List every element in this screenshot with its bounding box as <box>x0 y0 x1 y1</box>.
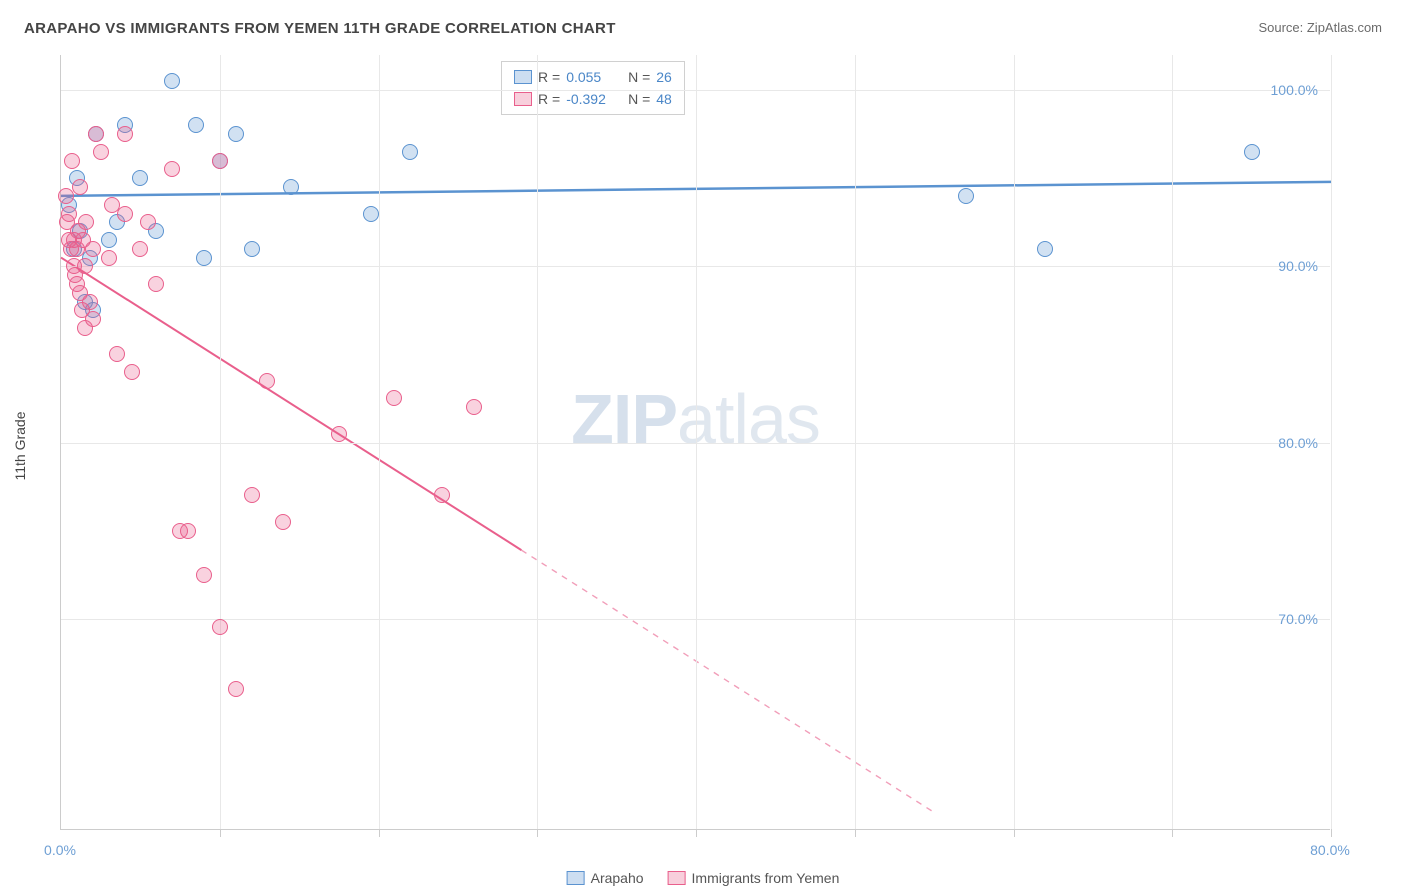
scatter-point <box>228 681 244 697</box>
chart-title: ARAPAHO VS IMMIGRANTS FROM YEMEN 11TH GR… <box>24 20 616 37</box>
scatter-point <box>164 73 180 89</box>
legend-bottom-item: Immigrants from Yemen <box>668 870 840 886</box>
x-tick <box>1331 829 1332 837</box>
legend-bottom: Arapaho Immigrants from Yemen <box>567 870 840 886</box>
scatter-point <box>101 250 117 266</box>
legend-swatch <box>567 871 585 885</box>
gridline-v <box>379 55 380 829</box>
scatter-point <box>88 126 104 142</box>
x-tick <box>220 829 221 837</box>
y-tick-label: 70.0% <box>1278 611 1318 627</box>
gridline-v <box>220 55 221 829</box>
legend-top: R = 0.055 N = 26 R = -0.392 N = 48 <box>501 61 685 115</box>
scatter-point <box>64 153 80 169</box>
scatter-point <box>244 487 260 503</box>
x-tick <box>379 829 380 837</box>
scatter-point <box>85 241 101 257</box>
x-tick <box>696 829 697 837</box>
scatter-point <box>188 117 204 133</box>
scatter-point <box>164 161 180 177</box>
scatter-point <box>1037 241 1053 257</box>
scatter-point <box>132 170 148 186</box>
scatter-point <box>434 487 450 503</box>
scatter-point <box>259 373 275 389</box>
legend-swatch <box>514 70 532 84</box>
scatter-point <box>402 144 418 160</box>
watermark-zip: ZIP <box>571 380 677 458</box>
scatter-point <box>363 206 379 222</box>
scatter-point <box>466 399 482 415</box>
scatter-point <box>196 250 212 266</box>
legend-n-value: 26 <box>656 69 672 85</box>
scatter-point <box>109 346 125 362</box>
scatter-point <box>331 426 347 442</box>
y-tick-label: 100.0% <box>1271 82 1318 98</box>
scatter-point <box>196 567 212 583</box>
legend-bottom-label: Arapaho <box>591 870 644 886</box>
header: ARAPAHO VS IMMIGRANTS FROM YEMEN 11TH GR… <box>24 20 1382 37</box>
x-tick-label: 80.0% <box>1310 842 1350 858</box>
scatter-point <box>85 311 101 327</box>
scatter-point <box>958 188 974 204</box>
scatter-point <box>283 179 299 195</box>
chart-container: ARAPAHO VS IMMIGRANTS FROM YEMEN 11TH GR… <box>0 0 1406 892</box>
scatter-point <box>58 188 74 204</box>
scatter-point <box>140 214 156 230</box>
scatter-point <box>124 364 140 380</box>
source-label: Source: ZipAtlas.com <box>1258 20 1382 35</box>
scatter-point <box>78 214 94 230</box>
scatter-point <box>212 619 228 635</box>
trend-line-dashed <box>521 550 934 812</box>
scatter-point <box>275 514 291 530</box>
legend-n-label: N = <box>624 69 650 85</box>
legend-n-label: N = <box>624 91 650 107</box>
gridline-v <box>696 55 697 829</box>
trend-line-solid <box>61 258 521 551</box>
legend-r-label: R = <box>538 69 560 85</box>
scatter-point <box>244 241 260 257</box>
scatter-point <box>61 206 77 222</box>
y-tick-label: 80.0% <box>1278 435 1318 451</box>
gridline-v <box>1172 55 1173 829</box>
y-tick-label: 90.0% <box>1278 258 1318 274</box>
x-tick <box>1172 829 1173 837</box>
gridline-v <box>1331 55 1332 829</box>
scatter-point <box>101 232 117 248</box>
scatter-point <box>117 206 133 222</box>
legend-bottom-item: Arapaho <box>567 870 644 886</box>
scatter-point <box>132 241 148 257</box>
scatter-point <box>386 390 402 406</box>
gridline-v <box>1014 55 1015 829</box>
legend-n-value: 48 <box>656 91 672 107</box>
gridline-v <box>537 55 538 829</box>
legend-swatch <box>514 92 532 106</box>
watermark-atlas: atlas <box>677 380 820 458</box>
scatter-point <box>228 126 244 142</box>
scatter-point <box>77 258 93 274</box>
legend-swatch <box>668 871 686 885</box>
scatter-point <box>1244 144 1260 160</box>
legend-r-label: R = <box>538 91 560 107</box>
legend-bottom-label: Immigrants from Yemen <box>692 870 840 886</box>
legend-r-value: 0.055 <box>566 69 618 85</box>
legend-r-value: -0.392 <box>566 91 618 107</box>
scatter-point <box>180 523 196 539</box>
x-tick-label: 0.0% <box>44 842 76 858</box>
scatter-point <box>93 144 109 160</box>
y-axis-title: 11th Grade <box>12 411 28 480</box>
x-tick <box>1014 829 1015 837</box>
x-tick <box>855 829 856 837</box>
scatter-point <box>82 294 98 310</box>
gridline-v <box>855 55 856 829</box>
scatter-point <box>117 126 133 142</box>
scatter-point <box>148 276 164 292</box>
scatter-point <box>212 153 228 169</box>
plot-area: ZIPatlas R = 0.055 N = 26 R = -0.392 N = … <box>60 55 1330 830</box>
scatter-point <box>72 179 88 195</box>
x-tick <box>537 829 538 837</box>
